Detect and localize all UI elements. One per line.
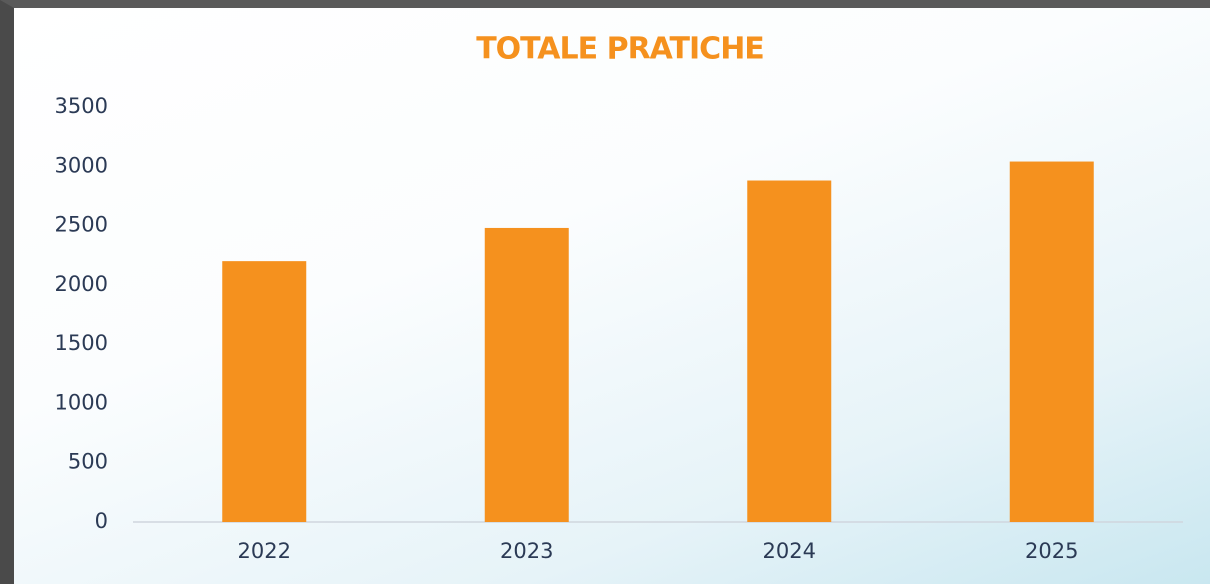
- bar: [747, 180, 832, 522]
- y-tick-label: 1500: [55, 331, 108, 355]
- x-tick-label: 2022: [238, 539, 291, 563]
- y-tick-label: 2000: [55, 272, 108, 296]
- bar: [222, 261, 307, 522]
- x-tick-label: 2023: [500, 539, 553, 563]
- x-tick-label: 2025: [1025, 539, 1078, 563]
- y-tick-label: 0: [95, 509, 108, 533]
- y-tick-label: 2500: [55, 213, 108, 237]
- y-tick-label: 1000: [55, 390, 108, 414]
- y-tick-label: 500: [68, 450, 108, 474]
- chart-title: TOTALE PRATICHE: [476, 32, 764, 67]
- y-tick-label: 3500: [55, 94, 108, 118]
- x-tick-label: 2024: [763, 539, 816, 563]
- y-tick-label: 3000: [55, 153, 108, 177]
- bar: [484, 227, 569, 522]
- bar: [1009, 161, 1094, 523]
